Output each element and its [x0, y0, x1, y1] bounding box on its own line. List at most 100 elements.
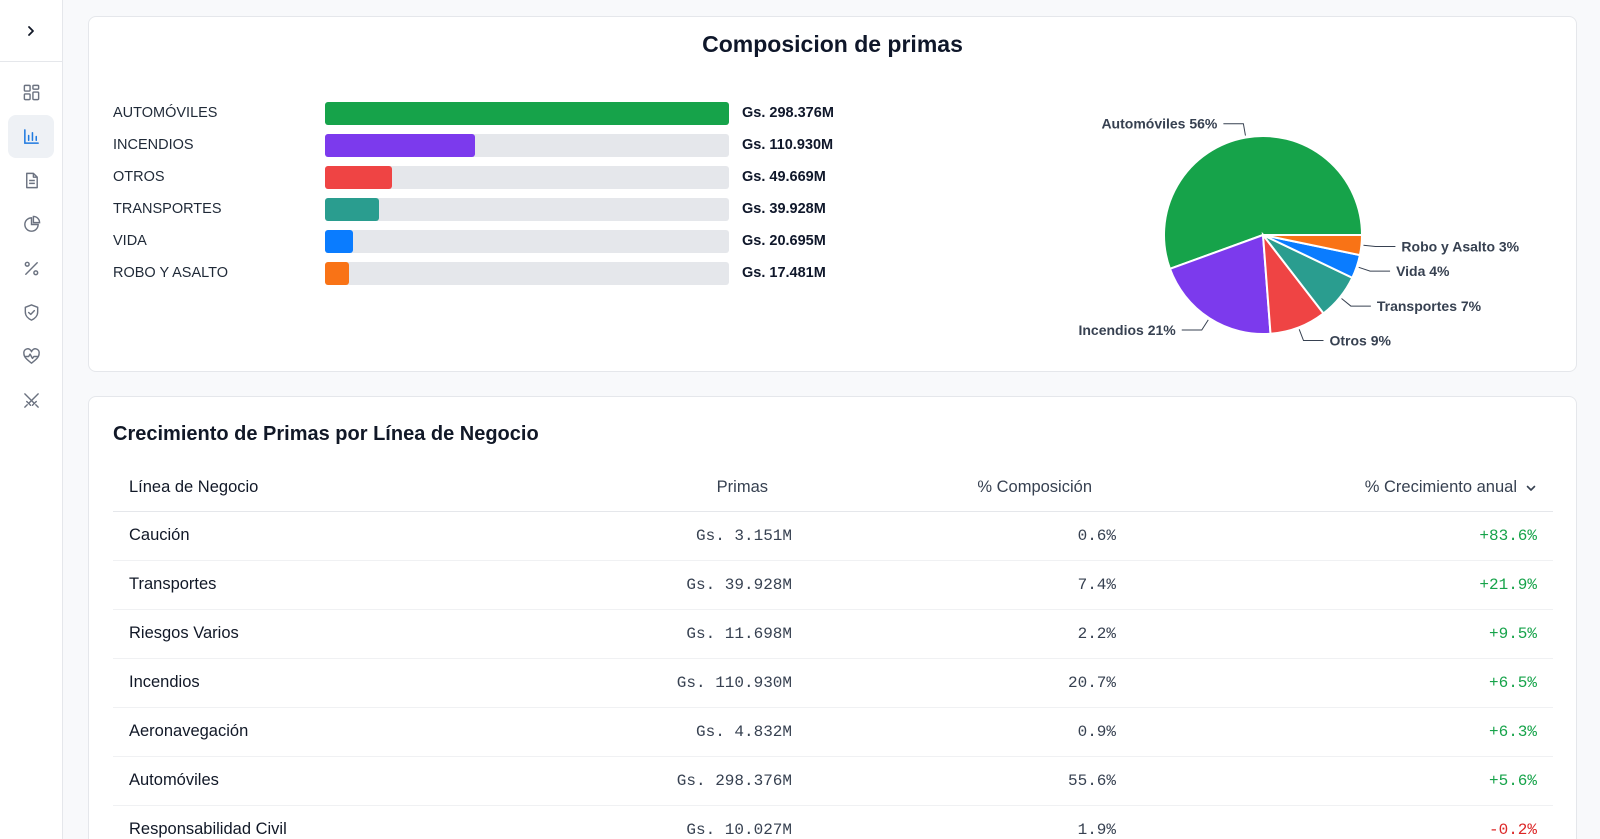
table-header-row: Línea de Negocio Primas % Composición % … [113, 465, 1553, 512]
pie-label-leader [1341, 298, 1371, 307]
bar-value: Gs. 298.376M [742, 105, 834, 121]
composition-bar-list: AUTOMÓVILES Gs. 298.376M INCENDIOS Gs. 1… [113, 97, 834, 289]
table-row[interactable]: Responsabilidad Civil Gs. 10.027M 1.9% -… [113, 805, 1553, 839]
bar-track [325, 261, 729, 285]
bar-value: Gs. 17.481M [742, 265, 826, 281]
sidebar-item-composition[interactable] [8, 203, 54, 246]
sidebar-item-security[interactable] [8, 291, 54, 334]
cell-primas: Gs. 110.930M [653, 658, 808, 708]
pie-slice-label: Robo y Asalto 3% [1401, 239, 1519, 255]
bar-row: VIDA Gs. 20.695M [113, 225, 834, 257]
cell-growth: +6.5% [1132, 658, 1553, 708]
sidebar-item-competition[interactable] [8, 379, 54, 422]
document-icon [25, 172, 38, 189]
sort-desc-icon [1526, 485, 1536, 491]
cell-primas: Gs. 4.832M [653, 707, 808, 757]
pie-slice-label: Transportes 7% [1377, 298, 1482, 314]
cell-composition: 2.2% [808, 609, 1132, 659]
bar-fill [325, 229, 354, 253]
bar-label: TRANSPORTES [113, 201, 222, 217]
bar-row: ROBO Y ASALTO Gs. 17.481M [113, 257, 834, 289]
pie-slice[interactable] [1262, 234, 1364, 257]
bar-fill [325, 197, 380, 221]
cell-line: Automóviles [113, 756, 653, 806]
bar-fill [325, 133, 476, 157]
cell-primas: Gs. 10.027M [653, 805, 808, 839]
table-row[interactable]: Caución Gs. 3.151M 0.6% +83.6% [113, 511, 1553, 561]
bar-track [325, 197, 729, 221]
growth-table: Línea de Negocio Primas % Composición % … [113, 465, 1553, 839]
bar-value: Gs. 110.930M [742, 137, 834, 153]
cell-line: Caución [113, 511, 653, 561]
composition-title: Composicion de primas [702, 31, 963, 57]
sidebar-item-charts[interactable] [8, 115, 54, 158]
table-row[interactable]: Automóviles Gs. 298.376M 55.6% +5.6% [113, 756, 1553, 806]
swords-icon [23, 393, 39, 408]
chevron-right-icon [28, 25, 34, 36]
pie-slice[interactable] [1163, 135, 1364, 271]
table-row[interactable]: Aeronavegación Gs. 4.832M 0.9% +6.3% [113, 707, 1553, 757]
cell-primas: Gs. 11.698M [653, 609, 808, 659]
bar-track [325, 165, 729, 189]
bar-fill [325, 261, 349, 285]
percent-icon [24, 261, 38, 276]
bar-value: Gs. 20.695M [742, 233, 826, 249]
cell-composition: 55.6% [808, 756, 1132, 806]
pie-slice-label: Incendios 21% [1078, 322, 1176, 338]
cell-line: Riesgos Varios [113, 609, 653, 659]
bar-label: INCENDIOS [113, 137, 194, 153]
bar-track [325, 229, 729, 253]
pie-chart-icon [23, 215, 40, 232]
bar-label: OTROS [113, 169, 165, 185]
cell-primas: Gs. 39.928M [653, 560, 808, 610]
cell-line: Incendios [113, 658, 653, 708]
cell-composition: 20.7% [808, 658, 1132, 708]
table-row[interactable]: Incendios Gs. 110.930M 20.7% +6.5% [113, 658, 1553, 708]
sidebar-nav [0, 62, 62, 422]
cell-line: Transportes [113, 560, 653, 610]
bar-value: Gs. 49.669M [742, 169, 826, 185]
bar-row: TRANSPORTES Gs. 39.928M [113, 193, 834, 225]
cell-composition: 7.4% [808, 560, 1132, 610]
table-row[interactable]: Riesgos Varios Gs. 11.698M 2.2% +9.5% [113, 609, 1553, 659]
table-row[interactable]: Transportes Gs. 39.928M 7.4% +21.9% [113, 560, 1553, 610]
col-header-line[interactable]: Línea de Negocio [113, 465, 653, 512]
bar-row: OTROS Gs. 49.669M [113, 161, 834, 193]
sidebar-item-dashboard[interactable] [8, 71, 54, 114]
bar-track [325, 101, 729, 125]
cell-growth: -0.2% [1132, 805, 1553, 839]
pie-label-leader [1181, 319, 1209, 331]
composition-pie-chart: Automóviles 56% Incendios 21% Otros 9% Tran… [1078, 116, 1519, 349]
bar-row: INCENDIOS Gs. 110.930M [113, 129, 834, 161]
cell-growth: +6.3% [1132, 707, 1553, 757]
pie-slice[interactable] [1168, 233, 1272, 335]
col-header-growth[interactable]: % Crecimiento anual [1132, 465, 1553, 512]
heart-pulse-icon [22, 348, 40, 364]
cell-composition: 0.6% [808, 511, 1132, 561]
cell-growth: +83.6% [1132, 511, 1553, 561]
bar-label: ROBO Y ASALTO [113, 265, 228, 281]
pie-label-leader [1298, 329, 1324, 341]
bar-fill [325, 165, 393, 189]
sidebar [0, 0, 63, 839]
sidebar-item-percentages[interactable] [8, 247, 54, 290]
sidebar-item-documents[interactable] [8, 159, 54, 202]
bar-label: AUTOMÓVILES [113, 105, 218, 121]
pie-label-leader [1358, 266, 1391, 272]
growth-card: Crecimiento de Primas por Línea de Negoc… [88, 396, 1577, 839]
cell-growth: +5.6% [1132, 756, 1553, 806]
cell-primas: Gs. 298.376M [653, 756, 808, 806]
sidebar-expand-button[interactable] [0, 0, 62, 62]
col-header-composition[interactable]: % Composición [808, 465, 1132, 512]
cell-growth: +21.9% [1132, 560, 1553, 610]
bar-label: VIDA [113, 233, 147, 249]
pie-slice-label: Vida 4% [1396, 263, 1450, 279]
pie-slice-label: Automóviles 56% [1101, 116, 1217, 132]
bar-row: AUTOMÓVILES Gs. 298.376M [113, 97, 834, 129]
pie-slice-label: Otros 9% [1329, 332, 1391, 348]
col-header-primas[interactable]: Primas [653, 465, 808, 512]
col-header-growth-label: % Crecimiento anual [1364, 478, 1517, 497]
sidebar-item-health[interactable] [8, 335, 54, 378]
cell-composition: 1.9% [808, 805, 1132, 839]
bar-chart-icon [23, 129, 39, 144]
